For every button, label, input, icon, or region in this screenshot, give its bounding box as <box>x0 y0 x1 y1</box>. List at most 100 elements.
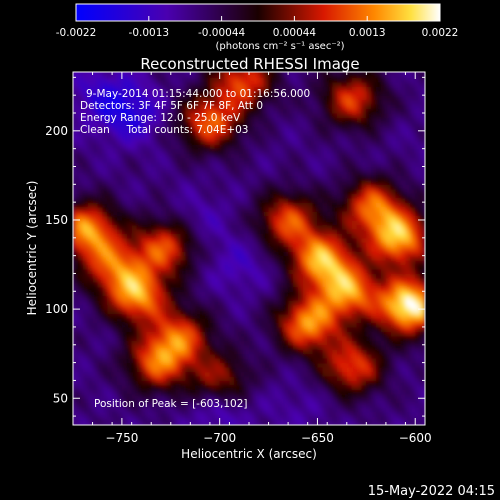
heatmap-cell <box>371 162 377 168</box>
heatmap-cell <box>219 375 226 382</box>
heatmap-cell <box>307 126 314 132</box>
heatmap-cell <box>73 246 79 252</box>
heatmap-cell <box>112 144 118 150</box>
heatmap-cell <box>77 264 84 270</box>
heatmap-cell <box>209 273 216 279</box>
heatmap-cell <box>297 380 304 386</box>
heatmap-cell <box>278 188 284 194</box>
heatmap-cell <box>92 367 99 373</box>
heatmap-cell <box>312 331 319 337</box>
heatmap-cell <box>297 264 304 270</box>
heatmap-cell <box>244 237 250 243</box>
heatmap-cell <box>112 202 118 208</box>
heatmap-cell <box>214 304 221 310</box>
heatmap-cell <box>307 95 314 101</box>
heatmap-cell <box>278 228 284 234</box>
heatmap-cell <box>136 224 143 230</box>
heatmap-cell <box>97 153 103 159</box>
heatmap-cell <box>249 344 255 350</box>
heatmap-cell <box>161 139 167 145</box>
heatmap-cell <box>307 286 314 292</box>
heatmap-cell <box>219 362 226 368</box>
heatmap-cell <box>224 291 231 297</box>
heatmap-cell <box>156 273 162 279</box>
heatmap-cell <box>180 326 187 332</box>
heatmap-cell <box>195 411 201 417</box>
heatmap-cell <box>273 99 279 105</box>
heatmap-cell <box>170 224 177 230</box>
heatmap-cell <box>253 77 260 83</box>
heatmap-cell <box>253 340 260 346</box>
heatmap-cell <box>332 416 338 422</box>
heatmap-cell <box>273 331 279 337</box>
heatmap-cell <box>268 269 275 275</box>
heatmap-cell <box>151 340 157 346</box>
heatmap-cell <box>97 282 103 288</box>
heatmap-cell <box>332 126 338 132</box>
heatmap-cell <box>107 215 113 221</box>
heatmap-cell <box>244 251 250 257</box>
heatmap-cell <box>249 188 255 194</box>
heatmap-cell <box>146 202 152 208</box>
heatmap-cell <box>351 237 358 243</box>
heatmap-cell <box>146 86 152 92</box>
heatmap-cell <box>121 300 128 306</box>
heatmap-cell <box>258 219 265 226</box>
heatmap-cell <box>229 384 235 390</box>
heatmap-cell <box>219 411 226 417</box>
heatmap-cell <box>337 148 343 154</box>
heatmap-cell <box>97 291 103 297</box>
heatmap-cell <box>82 326 89 332</box>
heatmap-cell <box>161 375 167 382</box>
heatmap-cell <box>249 362 255 368</box>
heatmap-cell <box>205 202 211 208</box>
heatmap-cell <box>307 277 314 283</box>
heatmap-cell <box>249 384 255 390</box>
heatmap-cell <box>327 402 333 408</box>
heatmap-cell <box>126 362 133 368</box>
heatmap-cell <box>229 269 235 275</box>
heatmap-cell <box>126 402 133 408</box>
heatmap-cell <box>190 77 196 83</box>
heatmap-cell <box>175 300 182 306</box>
heatmap-cell <box>297 295 304 301</box>
heatmap-cell <box>214 411 221 417</box>
heatmap-cell <box>337 393 343 399</box>
heatmap-cell <box>283 318 289 324</box>
heatmap-cell <box>209 367 216 373</box>
heatmap-cell <box>131 95 138 101</box>
heatmap-cell <box>253 318 260 324</box>
heatmap-cell <box>214 148 221 154</box>
heatmap-cell <box>341 340 348 346</box>
heatmap-cell <box>185 188 191 194</box>
heatmap-cell <box>239 255 245 261</box>
heatmap-cell <box>190 113 196 119</box>
heatmap-cell <box>327 326 333 332</box>
heatmap-cell <box>244 318 250 324</box>
heatmap-cell <box>195 215 201 221</box>
heatmap-cell <box>87 393 94 399</box>
heatmap-cell <box>273 246 279 252</box>
heatmap-cell <box>205 188 211 194</box>
heatmap-cell <box>73 367 79 373</box>
heatmap-cell <box>102 282 108 288</box>
heatmap-cell <box>278 175 284 181</box>
heatmap-cell <box>161 99 167 105</box>
heatmap-cell <box>131 286 138 292</box>
heatmap-cell <box>337 371 343 377</box>
heatmap-cell <box>200 99 206 105</box>
heatmap-cell <box>302 416 309 422</box>
heatmap-cell <box>361 398 367 404</box>
heatmap-cell <box>249 197 255 203</box>
heatmap-cell <box>219 135 226 141</box>
heatmap-cell <box>337 375 343 382</box>
heatmap-cell <box>121 353 128 359</box>
heatmap-cell <box>136 269 143 275</box>
heatmap-cell <box>327 215 333 221</box>
heatmap-cell <box>288 398 294 404</box>
heatmap-cell <box>161 193 167 199</box>
heatmap-cell <box>322 139 328 145</box>
heatmap-cell <box>244 197 250 203</box>
heatmap-cell <box>371 384 377 390</box>
heatmap-cell <box>117 318 123 324</box>
